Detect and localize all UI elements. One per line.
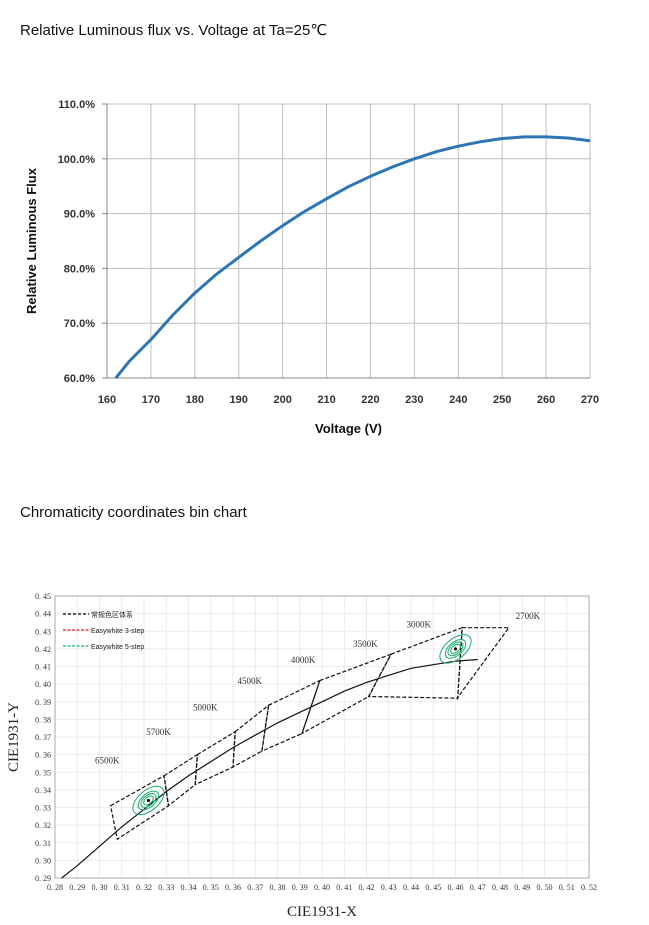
bin-3500K <box>300 653 393 735</box>
cie-y-tick: 0. 42 <box>35 645 51 654</box>
cie-y-tick: 0. 44 <box>35 610 51 619</box>
cie-y-tick: 0. 35 <box>35 768 51 777</box>
flux-y-tick: 70.0% <box>64 318 95 330</box>
cie-x-tick: 0. 35 <box>203 883 219 892</box>
cie-y-tick: 0. 29 <box>35 874 51 883</box>
legend-entry: 常规色区体系 <box>91 610 133 619</box>
flux-x-tick: 250 <box>493 394 511 406</box>
cie-y-tick: 0. 43 <box>35 627 51 636</box>
flux-y-label: Relative Luminous Flux <box>24 167 39 314</box>
legend-entry: Easywhite 3-step <box>91 628 144 635</box>
ellipse-center <box>453 647 458 651</box>
cct-label: 3500K <box>353 639 378 649</box>
cie-x-tick: 0. 40 <box>314 883 330 892</box>
cie-y-tick: 0. 41 <box>35 663 51 672</box>
cie-x-tick: 0. 28 <box>47 883 63 892</box>
cie-x-tick: 0. 48 <box>492 883 508 892</box>
flux-x-tick: 270 <box>581 394 599 406</box>
cie-x-tick: 0. 36 <box>225 883 241 892</box>
flux-y-tick: 90.0% <box>64 209 95 221</box>
ellipse-3step <box>444 639 467 659</box>
cie-x-tick: 0. 47 <box>470 883 486 892</box>
cie-y-tick: 0. 36 <box>35 751 51 760</box>
cct-label: 2700K <box>516 611 541 621</box>
ellipse-3step <box>137 790 160 811</box>
cie-x-tick: 0. 46 <box>448 883 464 892</box>
cie-x-tick: 0. 38 <box>270 883 286 892</box>
cie-x-tick: 0. 43 <box>381 883 397 892</box>
cie-x-tick: 0. 52 <box>581 883 597 892</box>
cie-y-tick: 0. 39 <box>35 698 51 707</box>
bin-4500K <box>232 703 270 769</box>
flux-x-tick: 160 <box>98 394 116 406</box>
cie-x-label: CIE1931-X <box>287 904 357 920</box>
cct-label: 5700K <box>146 727 171 737</box>
ellipse-2step <box>447 641 464 657</box>
cie-y-label: CIE1931-Y <box>6 702 22 772</box>
cie-plot-frame <box>54 595 590 879</box>
chart-title-flux: Relative Luminous flux vs. Voltage at Ta… <box>20 22 328 39</box>
flux-x-tick: 230 <box>405 394 423 406</box>
cie-chart: 0. 28 0. 29 0. 30 0. 31 0. 32 0. 33 0. 34 0. 35… <box>6 592 597 920</box>
flux-x-tick: 220 <box>361 394 379 406</box>
cie-x-tick: 0. 45 <box>425 883 441 892</box>
flux-chart: 160 170 180 190 200 210 220 230 240 250 260 270 60.0… <box>24 99 599 436</box>
ellipse-5step <box>132 785 165 816</box>
ellipse-1step <box>450 643 461 654</box>
planckian-locus <box>61 658 478 879</box>
cie-y-tick: 0. 30 <box>35 856 51 865</box>
cie-y-tick: 0. 38 <box>35 715 51 724</box>
cie-y-tick: 0. 37 <box>35 733 51 742</box>
cie-x-tick: 0. 44 <box>403 883 419 892</box>
bin-2700K <box>456 627 511 701</box>
flux-y-tick: 60.0% <box>64 373 95 385</box>
cie-x-tick: 0. 31 <box>114 883 130 892</box>
bin-4000K <box>261 679 321 753</box>
flux-x-tick: 260 <box>537 394 555 406</box>
bin-5700K <box>163 753 199 807</box>
cie-x-tick: 0. 30 <box>92 883 108 892</box>
cie-y-tick: 0. 40 <box>35 680 51 689</box>
ellipse-2step <box>140 793 157 808</box>
legend-entry: Easywhite 5-step <box>91 644 144 651</box>
cie-x-tick: 0. 32 <box>136 883 152 892</box>
cie-y-tick: 0. 32 <box>35 821 51 830</box>
cie-x-tick: 0. 39 <box>292 883 308 892</box>
cie-x-tick: 0. 50 <box>537 883 553 892</box>
flux-x-label: Voltage (V) <box>315 421 382 436</box>
ellipse-5step <box>439 634 472 664</box>
cie-y-tick: 0. 34 <box>35 786 51 795</box>
cie-x-tick: 0. 41 <box>336 883 352 892</box>
cie-x-tick: 0. 49 <box>514 883 530 892</box>
cie-y-tick: 0. 31 <box>35 839 51 848</box>
flux-x-tick: 200 <box>273 394 291 406</box>
chart-title-chromaticity: Chromaticity coordinates bin chart <box>20 504 247 521</box>
flux-y-tick: 100.0% <box>58 154 96 166</box>
cie-x-tick: 0. 33 <box>158 883 174 892</box>
cie-y-tick: 0. 33 <box>35 804 51 813</box>
flux-x-tick: 170 <box>142 394 160 406</box>
cct-label: 5000K <box>193 703 218 713</box>
flux-x-tick: 240 <box>449 394 467 406</box>
flux-series-line <box>114 135 591 379</box>
cct-label: 4500K <box>237 676 262 686</box>
cct-label: 3000K <box>407 620 432 630</box>
ellipse-1step <box>143 795 154 806</box>
cie-x-tick: 0. 42 <box>359 883 375 892</box>
cie-x-tick: 0. 37 <box>247 883 263 892</box>
flux-x-tick: 180 <box>186 394 204 406</box>
cie-y-tick: 0. 45 <box>35 592 51 601</box>
cie-x-tick: 0. 51 <box>559 883 575 892</box>
ellipse-center <box>146 798 151 803</box>
cct-label: 4000K <box>291 655 316 665</box>
flux-x-tick: 210 <box>317 394 335 406</box>
cie-x-tick: 0. 29 <box>69 883 85 892</box>
flux-y-tick: 110.0% <box>58 99 95 111</box>
flux-x-tick: 190 <box>230 394 248 406</box>
cct-label: 6500K <box>95 755 120 765</box>
cie-x-tick: 0. 34 <box>181 883 197 892</box>
flux-y-tick: 80.0% <box>64 263 95 275</box>
